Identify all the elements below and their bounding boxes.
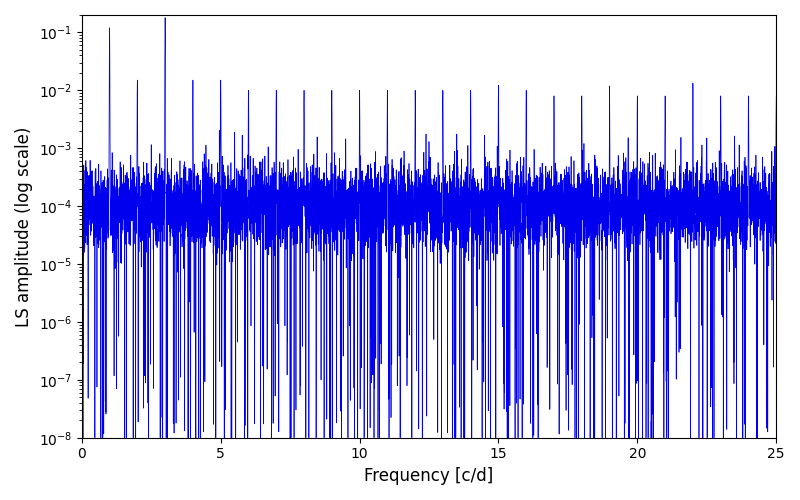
- X-axis label: Frequency [c/d]: Frequency [c/d]: [364, 467, 494, 485]
- Y-axis label: LS amplitude (log scale): LS amplitude (log scale): [15, 126, 33, 326]
